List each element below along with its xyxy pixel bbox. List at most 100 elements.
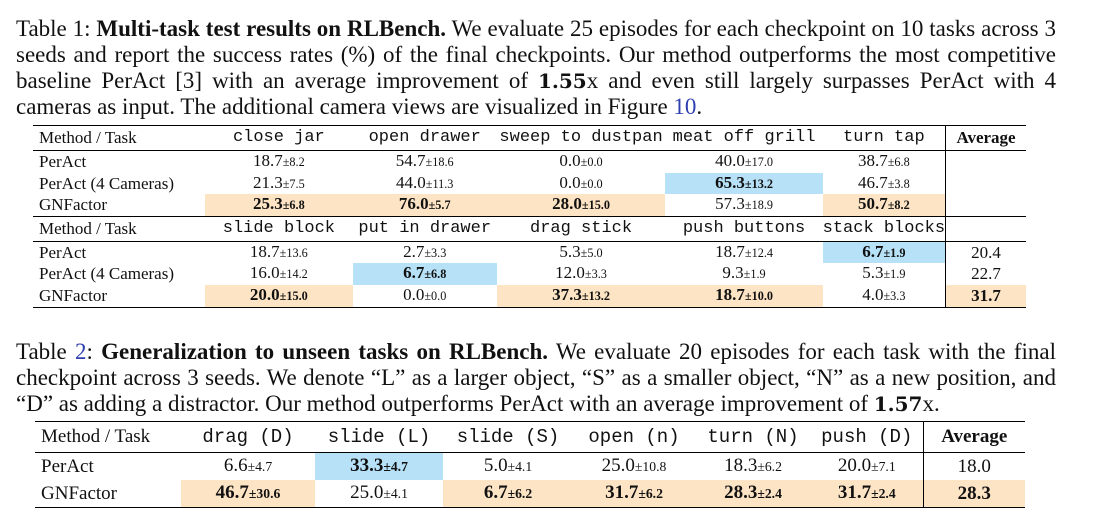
task-header: turn (N)	[695, 421, 811, 453]
result-cell: 12.0±3.3	[555, 263, 607, 283]
table1-label: Table 1:	[16, 16, 91, 41]
task-header: slide (S)	[443, 421, 573, 453]
average-cell: 18.0	[922, 452, 1025, 480]
result-cell-best: 25.3±6.8	[204, 194, 353, 217]
method-name: PerAct	[33, 149, 205, 173]
result-cell: 6.6±4.7	[223, 455, 273, 476]
result-cell-second-best: 6.7±1.9	[822, 240, 946, 264]
average-cell: 20.4	[945, 240, 1026, 264]
result-cell: 18.7±8.2	[204, 149, 353, 173]
table1-header-row-2: Method / Task slide block put in drawer …	[33, 215, 1026, 242]
task-header: close jar	[204, 125, 353, 151]
table-row: PerAct 18.7±13.6 2.7±3.3 5.3±5.0 18.7±12…	[33, 240, 1026, 264]
table-row: PerAct (4 Cameras) 21.3±7.5 44.0±11.3 0.…	[33, 172, 1026, 195]
average-header: Average	[922, 421, 1025, 453]
result-cell: 20.0±7.1	[837, 455, 896, 476]
result-cell: 0.0±0.0	[559, 172, 603, 192]
result-cell-best: 31.7±6.2	[573, 480, 695, 508]
task-header: open drawer	[352, 125, 497, 151]
table1-header-row-1: Method / Task close jar open drawer swee…	[33, 125, 1026, 151]
table2-caption-text-a: We evaluate 20 episodes for each task wi…	[16, 339, 1056, 416]
result-cell: 46.7±3.8	[857, 172, 910, 192]
method-name: PerAct (4 Cameras)	[39, 264, 175, 284]
table1-method-header: Method / Task	[33, 215, 205, 242]
table-row: GNFactor 20.0±15.0 0.0±0.0 37.3±13.2 18.…	[33, 284, 1026, 308]
table2-header-row: Method / Task drag (D) slide (L) slide (…	[35, 421, 1025, 453]
task-header: turn tap	[822, 125, 946, 151]
task-header: push (D)	[811, 421, 923, 453]
result-cell: 16.0±14.2	[249, 263, 308, 283]
method-name: PerAct	[33, 240, 205, 264]
result-cell-second-best: 65.3±13.2	[665, 172, 823, 195]
task-header: meat off grill	[665, 125, 823, 151]
average-cell	[945, 194, 1026, 217]
table1-title: Multi-task test results on RLBench.	[96, 16, 447, 41]
result-cell: 9.3±1.9	[722, 263, 766, 283]
table1-caption: Table 1: Multi-task test results on RLBe…	[16, 16, 1056, 120]
result-cell: 18.7±12.4	[665, 240, 823, 264]
result-cell: 5.3±5.0	[496, 240, 666, 264]
result-cell: 21.3±7.5	[252, 172, 305, 192]
method-name: GNFactor	[35, 480, 181, 508]
result-cell: 25.0±10.8	[601, 455, 667, 476]
average-cell-best: 31.7	[945, 284, 1026, 308]
table2-label-suffix: :	[86, 339, 93, 364]
figure-reference-link[interactable]: 10	[673, 94, 697, 119]
table2-improvement: 1.57	[873, 392, 923, 416]
table2-title: Generalization to unseen tasks on RLBenc…	[101, 339, 549, 364]
result-cell: 2.7±3.3	[352, 240, 497, 264]
table2: Method / Task drag (D) slide (L) slide (…	[35, 421, 1025, 508]
result-cell: 54.7±18.6	[352, 149, 497, 173]
result-cell: 57.3±18.9	[715, 194, 773, 214]
result-cell: 18.3±6.2	[724, 455, 782, 476]
method-name: GNFactor	[33, 284, 205, 308]
result-cell: 0.0±0.0	[496, 149, 666, 173]
result-cell: 5.0±4.1	[483, 455, 533, 476]
task-header: drag stick	[496, 215, 666, 242]
table-reference-link[interactable]: 2	[75, 339, 87, 364]
task-header: stack blocks	[822, 215, 946, 242]
task-header: open (n)	[573, 421, 695, 453]
table-row: GNFactor 25.3±6.8 76.0±5.7 28.0±15.0 57.…	[33, 194, 1026, 217]
task-header: push buttons	[665, 215, 823, 242]
table-row: PerAct (4 Cameras) 16.0±14.2 6.7±6.8 12.…	[33, 263, 1026, 285]
result-cell-best: 37.3±13.2	[496, 284, 666, 308]
result-cell: 44.0±11.3	[396, 172, 454, 192]
result-cell-best: 28.3±2.4	[695, 480, 811, 508]
table1-caption-text-a: We evaluate 25 episodes for each checkpo…	[16, 16, 1056, 93]
table2-label-prefix: Table	[16, 339, 75, 364]
result-cell: 0.0±0.0	[352, 284, 497, 308]
method-name: PerAct	[41, 455, 94, 477]
table1-method-header: Method / Task	[33, 125, 205, 151]
table-row: PerAct 18.7±8.2 54.7±18.6 0.0±0.0 40.0±1…	[33, 149, 1026, 173]
result-cell-second-best: 6.7±6.8	[352, 263, 497, 285]
average-cell	[945, 149, 1026, 173]
result-cell-best: 50.7±8.2	[822, 194, 946, 217]
table2-caption: Table 2: Generalization to unseen tasks …	[16, 339, 1056, 417]
result-cell-best: 28.0±15.0	[496, 194, 666, 217]
result-cell-best: 46.7±30.6	[181, 480, 315, 508]
table1: Method / Task close jar open drawer swee…	[33, 125, 1026, 308]
task-header: slide (L)	[315, 421, 443, 453]
table-row: GNFactor 46.7±30.6 25.0±4.1 6.7±6.2 31.7…	[35, 480, 1025, 508]
result-cell-second-best: 33.3±4.7	[315, 452, 443, 480]
average-cell	[945, 215, 1026, 242]
result-cell-best: 76.0±5.7	[352, 194, 497, 217]
average-header: Average	[945, 125, 1026, 151]
task-header: sweep to dustpan	[496, 125, 666, 151]
method-name: PerAct (4 Cameras)	[39, 173, 175, 193]
method-name: GNFactor	[39, 195, 107, 215]
result-cell-best: 6.7±6.2	[443, 480, 573, 508]
table2-caption-text-b: x.	[922, 391, 940, 416]
result-cell: 5.3±1.9	[862, 263, 906, 283]
result-cell: 18.7±13.6	[204, 240, 353, 264]
table-row: PerAct 6.6±4.7 33.3±4.7 5.0±4.1 25.0±10.…	[35, 452, 1025, 480]
table1-caption-text-c: .	[696, 94, 703, 119]
average-cell: 22.7	[945, 263, 1026, 285]
task-header: slide block	[204, 215, 353, 242]
average-cell	[945, 172, 1026, 195]
table1-improvement: 1.55	[538, 69, 587, 93]
result-cell: 4.0±3.3	[822, 284, 946, 308]
task-header: drag (D)	[181, 421, 315, 453]
result-cell: 38.7±6.8	[822, 149, 946, 173]
